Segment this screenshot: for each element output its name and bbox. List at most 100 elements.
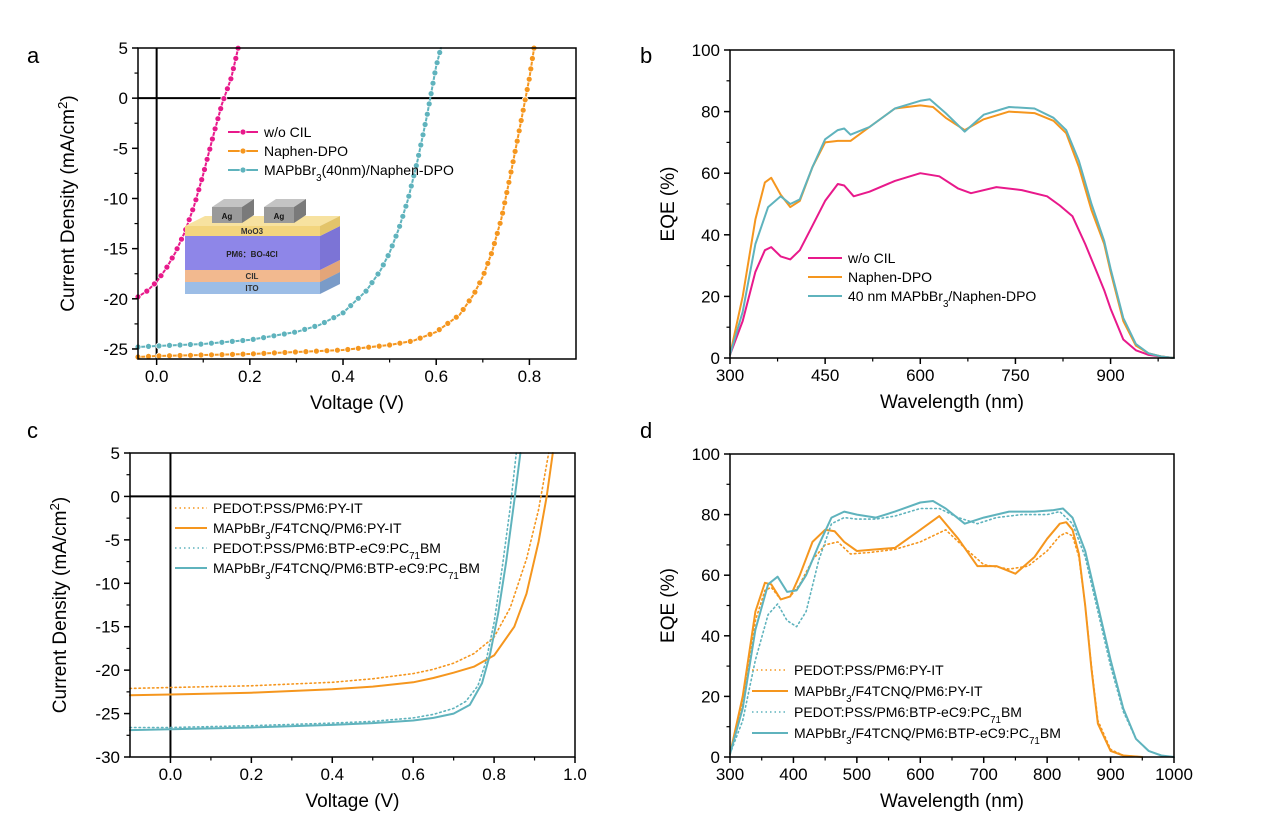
data-point (229, 65, 237, 72)
data-point (429, 79, 437, 87)
y-tick-label: 20 (701, 687, 720, 706)
series-line-d-3 (729, 500, 1175, 758)
y-tick-label: 80 (701, 103, 720, 122)
data-point (291, 328, 299, 336)
series-line-b-0 (729, 172, 1175, 359)
data-point (480, 269, 488, 277)
data-point (503, 189, 511, 196)
data-point (399, 212, 407, 220)
y-tick-label: 100 (692, 41, 720, 60)
data-point (415, 151, 423, 159)
data-point (384, 252, 392, 260)
data-point (354, 344, 362, 352)
data-point (433, 59, 441, 67)
x-tick-label: 0.6 (401, 765, 425, 784)
x-tick-label: 0.4 (320, 765, 344, 784)
data-point (529, 55, 536, 62)
y-tick-label: 40 (701, 226, 720, 245)
data-point (419, 131, 427, 139)
series-line-b-2 (729, 98, 1175, 359)
x-tick-label: 800 (1033, 765, 1061, 784)
data-point (523, 86, 531, 93)
y-tick-label: 5 (111, 444, 120, 463)
data-point (157, 272, 165, 280)
data-point (301, 325, 309, 333)
y-tick-label: -20 (95, 661, 120, 680)
y-tick-label: -10 (103, 189, 128, 208)
data-point (425, 100, 433, 108)
y-tick-label: 60 (701, 164, 720, 183)
ag-electrode-right (264, 207, 294, 223)
panel-label-c: c (27, 418, 38, 443)
data-point (459, 306, 467, 313)
data-point (471, 288, 479, 296)
data-point (249, 350, 257, 358)
data-point (452, 313, 460, 321)
moo3-layer-side (320, 216, 340, 236)
data-point (187, 351, 194, 359)
data-point (484, 259, 492, 267)
data-point (527, 65, 535, 73)
data-point (208, 351, 215, 359)
y-tick-label: -25 (103, 340, 128, 359)
ag-label-left: Ag (222, 212, 233, 221)
data-point (208, 135, 216, 143)
panel-a: a 0.0 0.2 0.4 0.6 0.8 5 0 -5 -10 -15 -20 -25 Voltage… (27, 39, 577, 414)
x-tick-label: 0.4 (331, 367, 355, 386)
x-axis-title: Wavelength (nm) (880, 392, 1024, 413)
y-axis-title: Current Density (mA/cm2) (55, 95, 80, 311)
data-point (490, 240, 498, 247)
series-line-d-2 (729, 507, 1175, 758)
legend-label: w/o CIL (847, 250, 896, 266)
y-axis-title: EQE (%) (658, 568, 679, 643)
data-point (427, 90, 435, 97)
legend-label: MAPbBr3/F4TCNQ/PM6:PY-IT (794, 683, 983, 705)
y-tick-label: 60 (701, 566, 720, 585)
cil-layer (185, 270, 320, 282)
legend-label: MAPbBr3/F4TCNQ/PM6:BTP-eC9:PC71BM (213, 560, 480, 582)
data-point (150, 280, 158, 288)
data-point (249, 335, 257, 343)
x-tick-label: 0.8 (482, 765, 506, 784)
data-point (201, 166, 208, 173)
data-point (412, 162, 420, 170)
data-point (173, 245, 181, 253)
legend-b: w/o CIL Naphen-DPO 40 nm MAPbBr3/Naphen-DP… (808, 250, 1036, 310)
data-point (505, 178, 513, 186)
data-point (312, 347, 320, 355)
device-stack-inset: ITO CIL PM6：BO-4Cl MoO3 Ag Ag (185, 199, 340, 294)
x-axis-title: Voltage (V) (306, 791, 400, 812)
data-point (192, 196, 200, 204)
data-point (368, 279, 376, 287)
data-point (291, 348, 299, 356)
y-tick-label: -15 (95, 618, 120, 637)
legend-c: PEDOT:PSS/PM6:PY-IT MAPbBr3/F4TCNQ/PM6:PY… (175, 500, 480, 582)
data-point (260, 334, 268, 342)
data-point (521, 96, 529, 104)
y-tick-label: 0 (119, 89, 128, 108)
data-point (280, 330, 288, 338)
x-tick-label: 500 (843, 765, 871, 784)
active-layer (185, 236, 320, 270)
data-point (207, 339, 215, 347)
data-point (211, 125, 219, 133)
data-point (168, 254, 176, 262)
data-point (423, 110, 431, 118)
x-tick-label: 900 (1096, 366, 1124, 385)
x-tick-label: 0.2 (240, 765, 264, 784)
data-point (416, 334, 424, 342)
legend-label: Naphen-DPO (264, 143, 348, 159)
y-tick-label: -20 (103, 290, 128, 309)
data-point (178, 235, 185, 243)
data-point (493, 229, 501, 237)
panel-label-d: d (640, 418, 652, 443)
data-point (374, 270, 382, 278)
plot-frame (129, 452, 576, 758)
data-point (218, 351, 226, 359)
data-point (197, 351, 205, 359)
legend-marker (239, 166, 247, 174)
panel-label-a: a (27, 43, 40, 68)
legend-marker (239, 128, 247, 136)
data-point (347, 302, 355, 310)
data-point (339, 309, 347, 317)
